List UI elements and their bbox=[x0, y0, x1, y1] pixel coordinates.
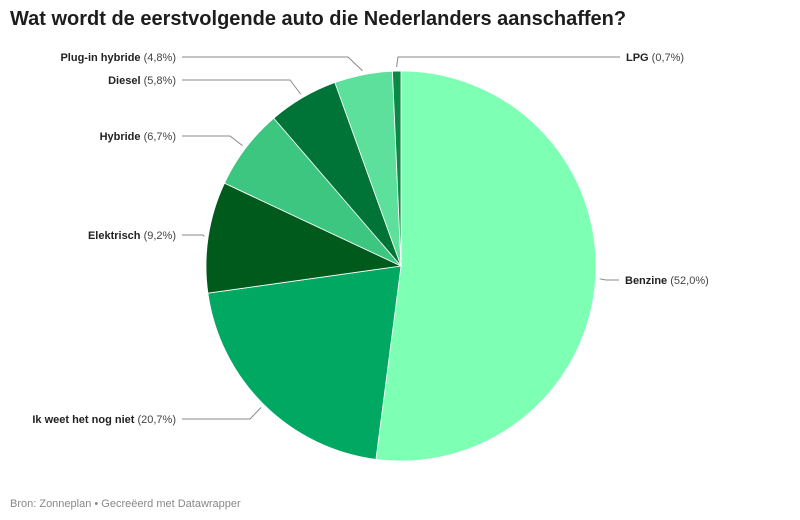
slice-label: Ik weet het nog niet (20,7%) bbox=[32, 414, 176, 426]
slice-label-name: Benzine bbox=[625, 275, 667, 287]
slice-label-name: Elektrisch bbox=[88, 230, 141, 242]
slice-label-name: Plug-in hybride bbox=[60, 52, 140, 64]
pie-slice bbox=[205, 182, 403, 294]
leader-line bbox=[182, 56, 363, 72]
slice-label: Hybride (6,7%) bbox=[100, 131, 176, 143]
pie-slice bbox=[375, 70, 597, 462]
slice-label-name: Diesel bbox=[108, 75, 140, 87]
slice-label-value: (9,2%) bbox=[141, 230, 176, 242]
chart-title: Wat wordt de eerstvolgende auto die Nede… bbox=[10, 8, 627, 30]
slice-label: Diesel (5,8%) bbox=[108, 75, 176, 87]
slice-label-name: Hybride bbox=[100, 131, 141, 143]
pie-slice bbox=[392, 70, 402, 267]
leader-line bbox=[182, 407, 262, 420]
slice-label-value: (20,7%) bbox=[134, 414, 176, 426]
leader-line bbox=[182, 135, 243, 147]
slice-label-value: (0,7%) bbox=[649, 52, 684, 64]
source-footer: Bron: Zonneplan • Gecreëerd met Datawrap… bbox=[10, 498, 241, 510]
slice-label: Elektrisch (9,2%) bbox=[88, 230, 176, 242]
slice-label-value: (6,7%) bbox=[141, 131, 176, 143]
leader-line bbox=[396, 56, 620, 68]
slice-label: Plug-in hybride (4,8%) bbox=[60, 52, 176, 64]
leader-line bbox=[182, 234, 205, 237]
pie-slice bbox=[207, 265, 402, 460]
slice-label-name: Ik weet het nog niet bbox=[32, 414, 134, 426]
slice-label: LPG (0,7%) bbox=[626, 52, 684, 64]
slice-label-value: (5,8%) bbox=[141, 75, 176, 87]
slice-label-value: (4,8%) bbox=[141, 52, 176, 64]
slice-label-name: LPG bbox=[626, 52, 649, 64]
leader-line bbox=[182, 79, 302, 95]
leader-line bbox=[599, 278, 619, 281]
slice-label-value: (52,0%) bbox=[667, 275, 709, 287]
slice-label: Benzine (52,0%) bbox=[625, 275, 709, 287]
